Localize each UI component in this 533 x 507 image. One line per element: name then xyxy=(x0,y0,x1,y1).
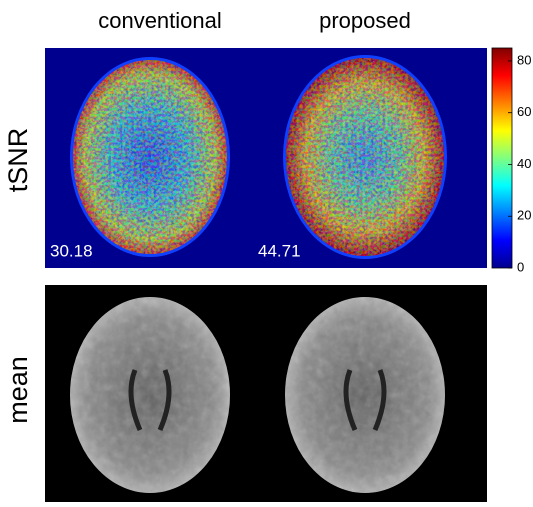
tsnr-value: 30.18 xyxy=(50,241,93,260)
mean-panel xyxy=(45,285,487,502)
tick-label: 60 xyxy=(517,104,531,119)
figure: conventional proposed tSNR mean 30.18 44… xyxy=(0,0,533,502)
tsnr-panel: 30.18 44.71 xyxy=(45,48,487,268)
row-label: tSNR xyxy=(3,128,33,193)
column-title: proposed xyxy=(319,8,411,33)
colorbar: 0 20 40 60 80 xyxy=(492,48,531,274)
column-title: conventional xyxy=(98,8,222,33)
row-label: mean xyxy=(3,356,33,424)
tick-label: 0 xyxy=(517,259,524,274)
tick-label: 20 xyxy=(517,208,531,223)
tick-label: 40 xyxy=(517,156,531,171)
tsnr-value: 44.71 xyxy=(258,241,301,260)
tick-label: 80 xyxy=(517,52,531,67)
